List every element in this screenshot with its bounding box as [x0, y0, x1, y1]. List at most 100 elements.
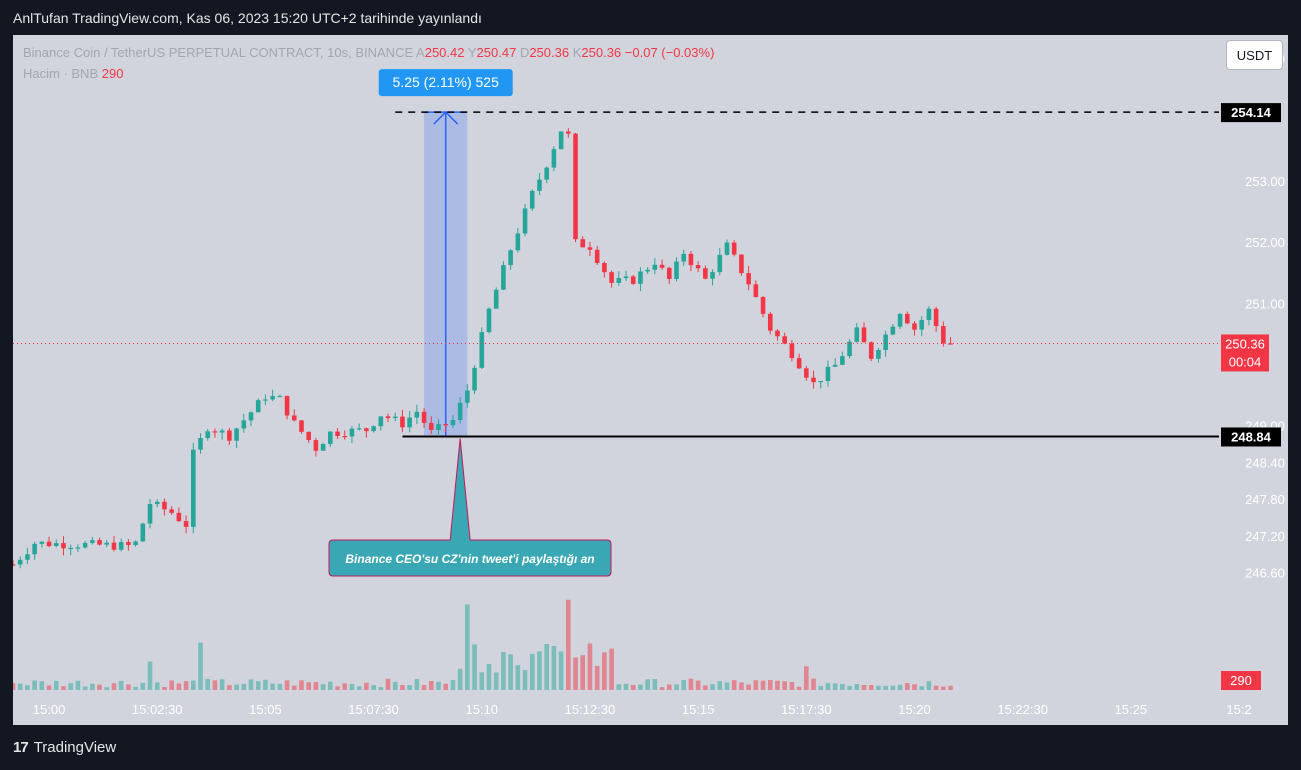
time-tick-label: 15:05	[249, 702, 282, 717]
volume-bar	[111, 683, 117, 690]
volume-bar	[645, 679, 650, 690]
tradingview-footer[interactable]: 17 TradingView	[13, 739, 116, 756]
candle	[46, 541, 52, 547]
candle	[897, 313, 903, 327]
volume-bar	[544, 644, 549, 690]
candle	[645, 269, 650, 272]
candle	[883, 334, 888, 350]
time-tick-label: 15:2	[1226, 702, 1251, 717]
measure-label-box	[378, 69, 513, 97]
price-line-tag	[1221, 427, 1281, 447]
candle	[695, 265, 701, 269]
candle	[75, 547, 81, 549]
volume-bar	[868, 685, 874, 690]
candle	[53, 543, 59, 547]
volume-bar	[335, 686, 340, 690]
volume-bar	[61, 686, 66, 690]
candle	[926, 308, 932, 320]
volume-bar	[594, 665, 600, 690]
volume-bar	[320, 684, 326, 690]
volume-bar	[25, 685, 30, 690]
volume-bar	[739, 682, 744, 690]
volume-bar	[912, 684, 917, 690]
candle	[912, 323, 917, 330]
time-tick-label: 15:10	[466, 702, 499, 717]
volume-bar	[854, 684, 860, 690]
currency-button[interactable]: USDT	[1226, 40, 1283, 70]
published-header: AnlTufan TradingView.com, Kas 06, 2023 1…	[13, 10, 482, 26]
candle	[710, 272, 715, 279]
candle	[104, 542, 110, 545]
candle	[97, 540, 102, 545]
candle	[847, 341, 852, 357]
close-label: K	[572, 45, 582, 60]
candle	[356, 428, 362, 430]
volume-bar	[75, 680, 81, 690]
volume-bar	[118, 680, 124, 690]
candle	[277, 395, 283, 398]
volume-bar	[775, 680, 780, 690]
candle	[414, 411, 420, 418]
price-tick-label: 252.00	[1245, 235, 1285, 250]
candle	[666, 267, 672, 279]
volume-bar	[933, 685, 939, 690]
symbol-legend: Binance Coin / TetherUS PERPETUAL CONTRA…	[23, 45, 714, 60]
candle	[602, 263, 607, 273]
candle	[147, 504, 153, 524]
candle	[457, 402, 463, 421]
candle	[558, 131, 564, 150]
volume-bar	[630, 685, 636, 690]
candle	[630, 276, 636, 284]
volume-bar	[126, 684, 131, 690]
volume-bar	[811, 678, 816, 690]
candle	[428, 422, 434, 431]
volume-bar	[825, 683, 831, 690]
volume-bar	[90, 683, 95, 690]
chart-panel[interactable]: 255.00253.00252.00251.00249.00248.40247.…	[13, 35, 1288, 725]
candle	[731, 242, 737, 255]
candle	[501, 265, 506, 290]
volume-bar	[169, 680, 174, 690]
candle	[587, 247, 593, 250]
open-value: 250.42	[424, 45, 465, 60]
volume-last-tag	[1221, 671, 1261, 690]
volume-bar	[104, 687, 110, 690]
candle	[169, 509, 174, 513]
candle	[284, 395, 290, 416]
volume-bar	[82, 686, 88, 690]
volume-bar	[97, 684, 102, 690]
volume-bar	[551, 646, 557, 690]
time-axis: 15:00 15:02:30 15:05 15:07:30 15:10 15:12:30 1…	[33, 702, 1252, 717]
volume-bar	[638, 684, 643, 690]
volume-bar	[796, 686, 802, 690]
price-line-label: 248.84	[1231, 429, 1272, 444]
candle	[248, 412, 254, 421]
volume-bar	[616, 684, 622, 690]
candle	[933, 308, 939, 327]
volume-last-label: 290	[1230, 673, 1252, 688]
volume-bar	[832, 683, 838, 690]
candle	[573, 133, 578, 240]
candle	[465, 390, 470, 403]
tradingview-logo-icon: 17	[13, 739, 29, 756]
volume-bar	[385, 678, 391, 690]
candle	[753, 284, 759, 298]
candle	[941, 326, 946, 344]
volume-bar	[284, 680, 290, 690]
candle	[739, 254, 744, 274]
low-label: D	[519, 45, 530, 60]
low-value: 250.36	[529, 45, 570, 60]
bar-countdown-label: 00:04	[1229, 354, 1262, 369]
volume-bar	[421, 685, 427, 690]
symbol-name[interactable]: Binance Coin / TetherUS PERPETUAL CONTRA…	[23, 45, 414, 60]
volume-label[interactable]: Hacim · BNB	[23, 66, 99, 81]
candle	[760, 297, 766, 314]
volume-bar	[349, 683, 355, 690]
time-tick-label: 15:02:30	[132, 702, 183, 717]
candlestick-chart[interactable]: 255.00253.00252.00251.00249.00248.40247.…	[13, 35, 1288, 725]
candle	[580, 239, 586, 248]
time-tick-label: 15:25	[1115, 702, 1148, 717]
volume-bar	[39, 681, 45, 690]
volume-bar	[428, 680, 434, 690]
candle	[407, 417, 412, 428]
